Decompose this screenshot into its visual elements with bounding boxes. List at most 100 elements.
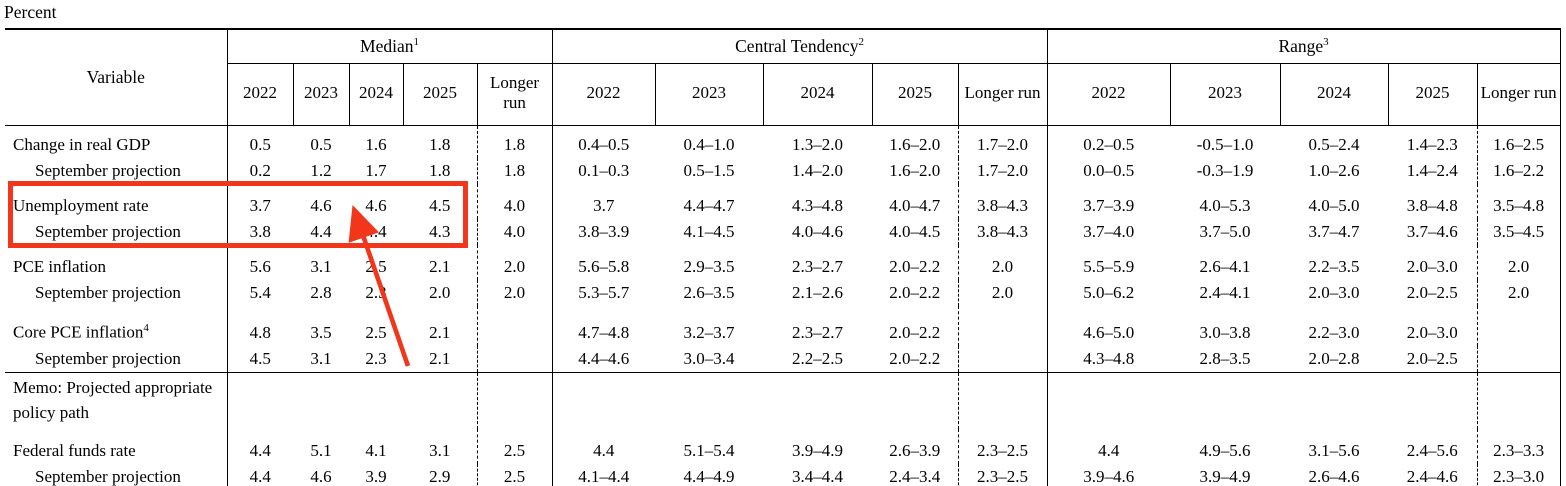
row-label: September projection	[35, 161, 181, 180]
table-cell: 2.0–2.8	[1308, 348, 1360, 368]
table-cell: 2.3–3.0	[1476, 463, 1561, 486]
year-header: 2023	[1169, 63, 1281, 126]
table-cell: 2.0–3.0	[1406, 322, 1458, 342]
table-cell: 2.1	[429, 348, 451, 368]
table-cell	[1476, 345, 1561, 373]
table-cell: 5.1–5.4	[683, 440, 735, 460]
row-label: Memo: Projected appropriate policy path	[5, 371, 227, 429]
table-cell: 2.4–4.6	[1406, 466, 1458, 486]
table-cell: 5.5–5.9	[1046, 245, 1171, 280]
table-cell: 4.4	[310, 222, 332, 241]
table-cell: 3.8–4.3	[957, 219, 1048, 245]
table-cell: 3.9–4.9	[792, 440, 844, 460]
table-row: September projection 3.8 4.4 4.4 4.3 4.0 3.8–3…	[5, 219, 1561, 245]
row-label: September projection	[35, 283, 181, 302]
row-label: Federal funds rate	[13, 440, 136, 460]
table-cell: 1.0–2.6	[1308, 161, 1360, 180]
year-header: 2022	[1046, 63, 1171, 126]
table-cell	[957, 306, 1048, 346]
table-cell: 3.2–3.7	[683, 322, 735, 342]
group-label: Median	[360, 35, 414, 56]
table-cell: 2.1–2.6	[792, 283, 844, 302]
table-row: September projection 4.4 4.6 3.9 2.9 2.5 4.1–4…	[5, 463, 1561, 486]
table-cell	[655, 371, 764, 429]
table-cell: 3.9	[365, 466, 387, 486]
year-header: 2025	[402, 63, 477, 126]
table-cell: 3.7–3.9	[1046, 184, 1171, 219]
table-cell: 0.5–2.4	[1308, 135, 1360, 154]
table-cell: 2.0–3.0	[1308, 283, 1360, 302]
table-cell: 4.4–4.7	[683, 196, 735, 215]
table-cell: 2.1	[429, 322, 451, 342]
table-cell: 2.0–2.2	[889, 322, 941, 342]
table-cell: 4.6	[365, 196, 387, 215]
footnote-marker: 1	[413, 35, 420, 48]
year-header: Longer run	[1476, 63, 1561, 126]
table-cell: 3.8–4.8	[1406, 196, 1458, 215]
table-cell: 1.8	[429, 161, 451, 180]
year-header: 2022	[226, 63, 293, 126]
table-cell	[476, 371, 553, 429]
year-header: 2022	[551, 63, 656, 126]
table-cell: 4.4	[226, 428, 293, 464]
table-cell: 3.5–4.8	[1476, 184, 1561, 219]
footnote-marker: 2	[858, 35, 864, 48]
table-cell: 4.0–5.0	[1308, 196, 1360, 215]
table-cell: 3.0–3.4	[683, 348, 735, 368]
table-cell: 2.3–2.5	[957, 428, 1048, 464]
table-cell: 0.5	[226, 125, 293, 158]
table-cell: 0.4–1.0	[683, 135, 735, 154]
table-cell: 4.4–4.6	[551, 345, 656, 373]
table-cell: 4.0	[476, 219, 553, 245]
year-header: 2023	[654, 63, 764, 126]
table-cell: 0.5	[310, 135, 332, 154]
table-cell: 5.6–5.8	[551, 245, 656, 280]
table-cell: 2.8–3.5	[1199, 348, 1251, 368]
table-cell: 4.4	[365, 222, 387, 241]
table-cell: 4.5	[429, 196, 451, 215]
table-cell: 2.0–3.0	[1406, 257, 1458, 276]
table-cell	[957, 371, 1048, 429]
table-cell	[1388, 371, 1478, 429]
table-cell: 5.1	[310, 440, 332, 460]
table-cell: 3.8–4.3	[957, 184, 1048, 219]
table-cell: 1.7–2.0	[957, 158, 1048, 184]
table-cell: 0.4–0.5	[551, 125, 656, 158]
table-cell: 2.0–2.2	[889, 257, 941, 276]
year-header: 2024	[762, 63, 873, 126]
table-cell: 2.0	[1476, 280, 1561, 306]
table-cell: 0.2	[226, 158, 293, 184]
table-cell: 4.1	[365, 440, 387, 460]
table-cell: 5.6	[226, 245, 293, 280]
table-cell: 0.2–0.5	[1046, 125, 1171, 158]
table-cell: 4.1–4.4	[551, 463, 656, 486]
table-cell: 4.3	[429, 222, 451, 241]
table-cell: 3.5–4.5	[1476, 219, 1561, 245]
table-cell: 2.3–3.3	[1476, 428, 1561, 464]
table-cell: 2.3–2.7	[792, 257, 844, 276]
table-cell	[403, 371, 477, 429]
table-cell: 3.7	[551, 184, 656, 219]
table-cell: 3.1	[429, 440, 451, 460]
table-cell: 1.7	[365, 161, 387, 180]
table-cell: 2.0	[476, 280, 553, 306]
table-cell: 2.4–3.4	[889, 466, 941, 486]
table-cell: 2.6–4.1	[1199, 257, 1251, 276]
table-cell	[349, 371, 403, 429]
group-label: Range	[1278, 35, 1324, 56]
table-cell: 2.5	[365, 257, 387, 276]
table-cell: 2.6–3.9	[889, 440, 941, 460]
table-cell	[1170, 371, 1281, 429]
table-cell: 3.5	[310, 322, 332, 342]
table-cell: 0.5–1.5	[683, 161, 735, 180]
table-cell	[551, 371, 656, 429]
row-label: Change in real GDP	[13, 135, 151, 154]
table-row: PCE inflation 5.6 3.1 2.5 2.1 2.0 5.6–5.8 2.9–3…	[5, 245, 1561, 280]
table-cell: 4.9–5.6	[1199, 440, 1251, 460]
table-cell: 2.2–3.5	[1308, 257, 1360, 276]
table-cell: 4.0–5.3	[1199, 196, 1251, 215]
table-cell: 2.9	[429, 466, 451, 486]
year-header: Longer run	[957, 63, 1048, 126]
row-label: September projection	[35, 466, 181, 486]
